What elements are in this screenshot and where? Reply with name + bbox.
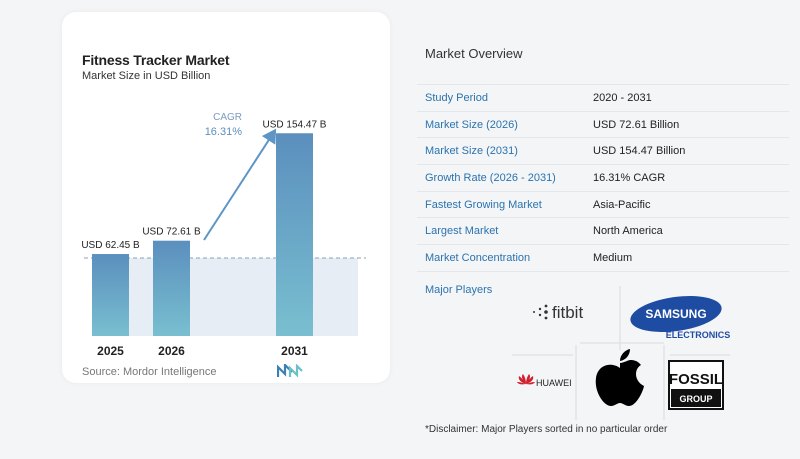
source-text: Source: Mordor Intelligence <box>82 366 217 378</box>
overview-row: Growth Rate (2026 - 2031) 16.31% CAGR <box>417 165 789 192</box>
cagr-value: 16.31% <box>205 126 243 138</box>
chart-title: Fitness Tracker Market <box>82 52 230 68</box>
samsung-logo: SAMSUNG ELECTRONICS <box>630 295 731 340</box>
players-grid <box>512 286 730 420</box>
electronics-wordmark: ELECTRONICS <box>666 330 731 340</box>
mordor-logo-icon <box>277 364 303 378</box>
overview-value: 16.31% CAGR <box>593 171 666 184</box>
fossil-group-wordmark: GROUP <box>679 394 712 404</box>
overview-key: Market Size (2031) <box>425 145 518 158</box>
apple-logo-icon <box>595 349 644 406</box>
overview-key: Fastest Growing Market <box>425 198 542 211</box>
bar-2025 <box>92 254 129 336</box>
overview-key: Market Concentration <box>425 251 531 264</box>
overview-key: Study Period <box>425 91 488 104</box>
bar-chart: USD 62.45 B 2025 USD 72.61 B 2026 USD 154.47… <box>81 112 366 358</box>
bar-data-label: USD 154.47 B <box>263 119 327 130</box>
overview-value: Asia-Pacific <box>593 198 651 211</box>
overview-row: Market Size (2031) USD 154.47 Billion <box>417 138 789 165</box>
overview-row: Market Concentration Medium <box>417 245 789 272</box>
overview-value: Medium <box>593 251 633 264</box>
x-tick-label: 2026 <box>158 344 185 358</box>
overview-key: Growth Rate (2026 - 2031) <box>425 171 556 184</box>
overview-key: Market Size (2026) <box>425 118 518 131</box>
cagr-label: CAGR <box>213 112 242 123</box>
market-overview-table: Study Period 2020 - 2031 Market Size (2026… <box>417 84 789 272</box>
huawei-petals-icon <box>517 374 535 385</box>
cagr-arrow <box>203 128 277 241</box>
overview-value: USD 154.47 Billion <box>593 145 686 158</box>
overview-row: Study Period 2020 - 2031 <box>417 84 789 112</box>
chart-subtitle: Market Size in USD Billion <box>82 70 211 82</box>
fossil-logo: FOSSIL GROUP <box>668 360 724 410</box>
chart-card: USD 62.45 B 2025 USD 72.61 B 2026 USD 154.47… <box>62 12 390 383</box>
baseline-area <box>92 258 358 336</box>
disclaimer-text: *Disclaimer: Major Players sorted in no … <box>425 424 668 435</box>
overview-value: North America <box>593 225 663 238</box>
fitbit-wordmark: fitbit <box>552 303 583 322</box>
fossil-wordmark: FOSSIL <box>669 371 723 388</box>
overview-value: USD 72.61 Billion <box>593 118 680 131</box>
major-players-label: Major Players <box>425 284 493 296</box>
bar-2031 <box>276 133 313 336</box>
overview-row: Fastest Growing Market Asia-Pacific <box>417 191 789 218</box>
samsung-wordmark: SAMSUNG <box>645 307 706 321</box>
huawei-wordmark: HUAWEI <box>536 378 572 388</box>
bar-data-label: USD 72.61 B <box>142 227 201 238</box>
bar-data-label: USD 62.45 B <box>81 240 140 251</box>
overview-row: Market Size (2026) USD 72.61 Billion <box>417 111 789 138</box>
overview-value: 2020 - 2031 <box>593 91 652 104</box>
x-tick-label: 2025 <box>97 344 124 358</box>
overview-row: Largest Market North America <box>417 218 789 245</box>
fitbit-logo: fitbit <box>533 303 583 322</box>
market-overview-title: Market Overview <box>425 46 523 61</box>
bar-2026 <box>153 240 190 336</box>
x-tick-label: 2031 <box>281 344 308 358</box>
overview-key: Largest Market <box>425 225 499 238</box>
huawei-logo: HUAWEI <box>517 374 572 388</box>
